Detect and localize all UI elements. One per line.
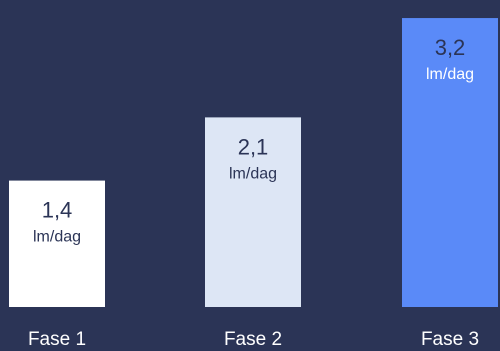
bar-1 bbox=[9, 180, 105, 307]
value-label-1: 1,4 bbox=[42, 198, 73, 223]
value-label-2: 2,1 bbox=[238, 134, 269, 159]
unit-label-1: lm/dag bbox=[33, 229, 81, 246]
bars-group bbox=[9, 18, 498, 307]
bar-3 bbox=[402, 18, 498, 307]
category-label-2: Fase 2 bbox=[224, 329, 282, 350]
unit-label-2: lm/dag bbox=[229, 165, 277, 182]
category-label-1: Fase 1 bbox=[28, 329, 86, 350]
value-label-3: 3,2 bbox=[435, 35, 466, 60]
unit-label-3: lm/dag bbox=[426, 66, 474, 83]
labels-group: 1,4 lm/dag Fase 1 2,1 lm/dag Fase 2 3,2 lm/dag F… bbox=[28, 35, 479, 350]
category-label-3: Fase 3 bbox=[421, 329, 479, 350]
bar-2 bbox=[205, 117, 301, 307]
